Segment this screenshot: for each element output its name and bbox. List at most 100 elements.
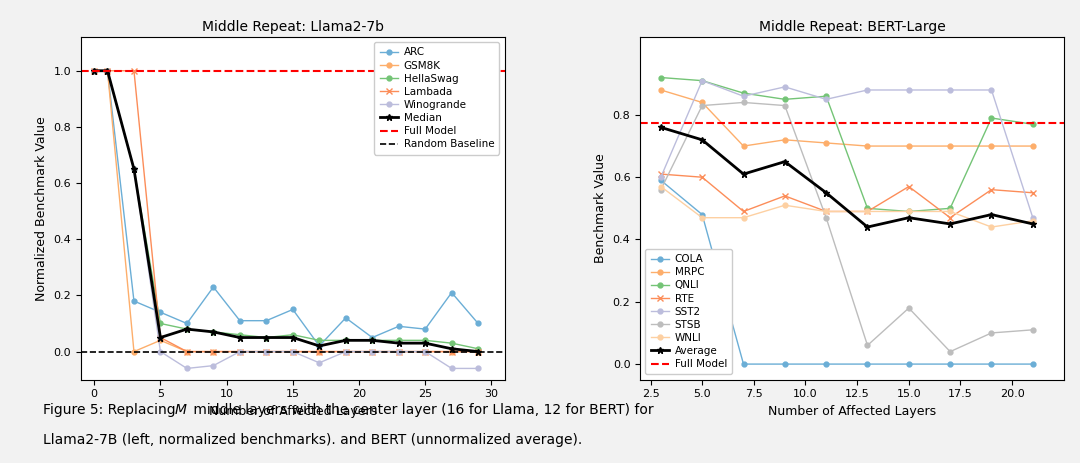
ARC bbox=[102, 68, 114, 74]
RTE bbox=[861, 209, 874, 214]
Median bbox=[472, 349, 485, 354]
HellaSwag bbox=[445, 340, 458, 346]
MRPC bbox=[1026, 143, 1039, 149]
QNLI bbox=[737, 90, 750, 96]
HellaSwag bbox=[286, 332, 299, 338]
Median bbox=[87, 68, 100, 74]
WNLI bbox=[985, 224, 998, 230]
Median bbox=[233, 335, 246, 340]
MRPC bbox=[779, 137, 792, 143]
Line: ARC: ARC bbox=[92, 69, 481, 348]
RTE bbox=[944, 215, 957, 220]
Lambada bbox=[313, 349, 326, 354]
Legend: COLA, MRPC, QNLI, RTE, SST2, STSB, WNLI, Average, Full Model: COLA, MRPC, QNLI, RTE, SST2, STSB, WNLI,… bbox=[646, 249, 732, 375]
GSM8K bbox=[87, 68, 100, 74]
Lambada bbox=[472, 349, 485, 354]
Title: Middle Repeat: Llama2-7b: Middle Repeat: Llama2-7b bbox=[202, 20, 383, 34]
MRPC bbox=[696, 100, 708, 105]
Lambada bbox=[445, 349, 458, 354]
Average bbox=[861, 224, 874, 230]
Lambada bbox=[207, 349, 220, 354]
Winogrande bbox=[339, 349, 352, 354]
Lambada bbox=[392, 349, 405, 354]
Lambada bbox=[87, 68, 100, 74]
Legend: ARC, GSM8K, HellaSwag, Lambada, Winogrande, Median, Full Model, Random Baseline: ARC, GSM8K, HellaSwag, Lambada, Winogran… bbox=[375, 42, 499, 155]
Winogrande bbox=[419, 349, 432, 354]
Line: Median: Median bbox=[91, 67, 482, 355]
MRPC bbox=[861, 143, 874, 149]
HellaSwag bbox=[102, 68, 114, 74]
STSB bbox=[1026, 327, 1039, 332]
SST2 bbox=[654, 175, 667, 180]
ARC bbox=[445, 290, 458, 295]
QNLI bbox=[944, 206, 957, 211]
Median bbox=[127, 166, 140, 172]
Line: Winogrande: Winogrande bbox=[92, 69, 481, 371]
ARC bbox=[260, 318, 273, 324]
COLA bbox=[1026, 361, 1039, 367]
ARC bbox=[419, 326, 432, 332]
HellaSwag bbox=[260, 335, 273, 340]
Random Baseline bbox=[87, 349, 100, 354]
Median bbox=[392, 340, 405, 346]
RTE bbox=[737, 209, 750, 214]
Line: STSB: STSB bbox=[659, 100, 1036, 354]
GSM8K bbox=[286, 349, 299, 354]
HellaSwag bbox=[207, 329, 220, 335]
Winogrande bbox=[286, 349, 299, 354]
Median bbox=[102, 68, 114, 74]
Winogrande bbox=[392, 349, 405, 354]
QNLI bbox=[1026, 121, 1039, 127]
MRPC bbox=[737, 143, 750, 149]
GSM8K bbox=[207, 349, 220, 354]
GSM8K bbox=[313, 349, 326, 354]
QNLI bbox=[861, 206, 874, 211]
QNLI bbox=[779, 97, 792, 102]
SST2 bbox=[820, 97, 833, 102]
Full Model bbox=[102, 68, 114, 74]
RTE bbox=[820, 209, 833, 214]
Title: Middle Repeat: BERT-Large: Middle Repeat: BERT-Large bbox=[758, 20, 945, 34]
GSM8K bbox=[102, 68, 114, 74]
Winogrande bbox=[154, 349, 167, 354]
WNLI bbox=[861, 209, 874, 214]
Average bbox=[820, 190, 833, 195]
Winogrande bbox=[233, 349, 246, 354]
RTE bbox=[985, 187, 998, 193]
Winogrande bbox=[127, 166, 140, 172]
Winogrande bbox=[87, 68, 100, 74]
Average bbox=[779, 159, 792, 164]
Winogrande bbox=[313, 360, 326, 366]
ARC bbox=[207, 284, 220, 290]
HellaSwag bbox=[392, 338, 405, 343]
Lambada bbox=[154, 335, 167, 340]
ARC bbox=[472, 321, 485, 326]
HellaSwag bbox=[87, 68, 100, 74]
Text: middle layers with the center layer (16 for Llama, 12 for BERT) for: middle layers with the center layer (16 … bbox=[189, 403, 653, 417]
GSM8K bbox=[233, 349, 246, 354]
ARC bbox=[313, 343, 326, 349]
WNLI bbox=[779, 202, 792, 208]
Lambada bbox=[339, 349, 352, 354]
MRPC bbox=[654, 87, 667, 93]
COLA bbox=[944, 361, 957, 367]
X-axis label: Number of Affected Layers: Number of Affected Layers bbox=[208, 405, 377, 418]
GSM8K bbox=[392, 349, 405, 354]
GSM8K bbox=[154, 338, 167, 343]
Median bbox=[154, 335, 167, 340]
ARC bbox=[127, 298, 140, 304]
HellaSwag bbox=[339, 338, 352, 343]
ARC bbox=[286, 307, 299, 312]
Lambada bbox=[102, 68, 114, 74]
ARC bbox=[392, 324, 405, 329]
Line: MRPC: MRPC bbox=[659, 88, 1036, 149]
Lambada bbox=[366, 349, 379, 354]
WNLI bbox=[737, 215, 750, 220]
GSM8K bbox=[445, 349, 458, 354]
RTE bbox=[902, 184, 915, 189]
WNLI bbox=[902, 209, 915, 214]
HellaSwag bbox=[127, 166, 140, 172]
STSB bbox=[779, 103, 792, 108]
WNLI bbox=[944, 209, 957, 214]
Winogrande bbox=[472, 366, 485, 371]
